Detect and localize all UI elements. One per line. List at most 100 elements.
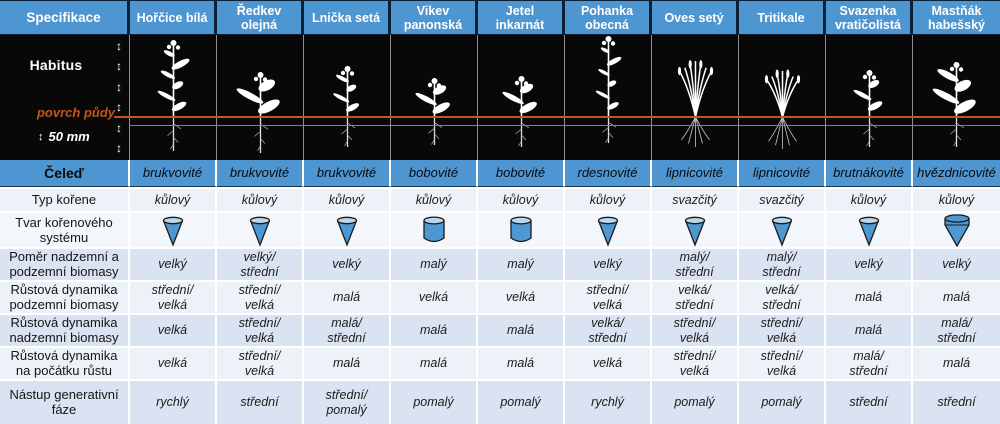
vertical-scale-arrows-icon: ↕ ↕ ↕ ↕ ↕ ↕ — [116, 40, 122, 154]
cell-nastup-generativni-faze-5: pomalý — [478, 379, 565, 424]
cell-typ-korene-4: kůlový — [391, 187, 478, 211]
depth-arrow-icon: ↕ — [38, 130, 44, 143]
row-dynamika-pocatek-rustu: Růstová dynamika na počátku růstu velká st… — [0, 346, 1000, 379]
plant-header-9: Svazenka vratičolistá — [826, 0, 913, 35]
cell-dynamika-nadzemni-biomasy-8: střední/ velká — [739, 313, 826, 346]
cell-celed-1: brukvovité — [130, 160, 217, 187]
plant-header-1: Hořčice bílá — [130, 0, 217, 35]
plant-silhouette-9-icon — [826, 35, 913, 160]
root-shape-cylinder-icon — [478, 211, 565, 248]
cell-typ-korene-6: kůlový — [565, 187, 652, 211]
plant-silhouette-3-icon — [304, 35, 391, 160]
plant-header-6: Pohanka obecná — [565, 0, 652, 35]
cell-celed-10: hvězdnicovité — [913, 160, 1000, 187]
cell-celed-6: rdesnovité — [565, 160, 652, 187]
row-dynamika-podzemni-biomasy: Růstová dynamika podzemní biomasy střední… — [0, 280, 1000, 313]
cell-celed-5: bobovité — [478, 160, 565, 187]
cell-nastup-generativni-faze-1: rychlý — [130, 379, 217, 424]
plant-header-2: Ředkev olejná — [217, 0, 304, 35]
habitus-row: Habitus ↕ ↕ ↕ ↕ ↕ ↕ povrch půdy ↕ 50 mm — [0, 35, 1000, 160]
cell-celed-2: brukvovité — [217, 160, 304, 187]
cell-dynamika-podzemni-biomasy-7: velká/ střední — [652, 280, 739, 313]
cell-pomer-biomasy-1: velký — [130, 247, 217, 280]
cell-celed-3: brukvovité — [304, 160, 391, 187]
cell-dynamika-pocatek-rustu-5: malá — [478, 346, 565, 379]
row-label-dynamika-nadzemni-biomasy: Růstová dynamika nadzemní biomasy — [0, 313, 130, 346]
row-celed: Čeleď brukvovité brukvovité brukvovité bobov… — [0, 160, 1000, 187]
cell-dynamika-pocatek-rustu-10: malá — [913, 346, 1000, 379]
soil-surface-line — [114, 116, 1000, 118]
soil-surface-label: povrch půdy — [36, 105, 115, 120]
cell-pomer-biomasy-10: velký — [913, 247, 1000, 280]
scale-arrow-icon: ↕ — [116, 59, 122, 74]
plant-silhouette-5-icon — [478, 35, 565, 160]
cell-dynamika-pocatek-rustu-8: střední/ velká — [739, 346, 826, 379]
cell-dynamika-nadzemni-biomasy-1: velká — [130, 313, 217, 346]
cell-nastup-generativni-faze-9: střední — [826, 379, 913, 424]
cell-typ-korene-3: kůlový — [304, 187, 391, 211]
cell-dynamika-nadzemni-biomasy-2: střední/ velká — [217, 313, 304, 346]
habitus-label: Habitus — [29, 57, 83, 73]
cell-dynamika-podzemni-biomasy-9: malá — [826, 280, 913, 313]
cell-dynamika-podzemni-biomasy-10: malá — [913, 280, 1000, 313]
root-shape-cylinder-icon — [391, 211, 478, 248]
cell-dynamika-podzemni-biomasy-3: malá — [304, 280, 391, 313]
row-dynamika-nadzemni-biomasy: Růstová dynamika nadzemní biomasy velká st… — [0, 313, 1000, 346]
cell-dynamika-pocatek-rustu-6: velká — [565, 346, 652, 379]
cell-dynamika-podzemni-biomasy-2: střední/ velká — [217, 280, 304, 313]
cell-dynamika-pocatek-rustu-4: malá — [391, 346, 478, 379]
plant-header-10: Mastňák habešský — [913, 0, 1000, 35]
row-label-nastup-generativni-faze: Nástup generativní fáze — [0, 379, 130, 424]
cell-typ-korene-10: kůlový — [913, 187, 1000, 211]
root-shape-cone-icon — [304, 211, 391, 248]
cell-dynamika-podzemni-biomasy-8: velká/ střední — [739, 280, 826, 313]
cell-typ-korene-1: kůlový — [130, 187, 217, 211]
cell-dynamika-nadzemni-biomasy-7: střední/ velká — [652, 313, 739, 346]
root-shape-cone-icon — [826, 211, 913, 248]
cell-celed-7: lipnicovité — [652, 160, 739, 187]
root-shape-cone-wide-icon — [913, 211, 1000, 248]
spec-header: Specifikace — [0, 0, 130, 35]
cell-pomer-biomasy-8: malý/ střední — [739, 247, 826, 280]
plant-silhouette-8-icon — [739, 35, 826, 160]
cell-typ-korene-2: kůlový — [217, 187, 304, 211]
row-label-celed: Čeleď — [0, 160, 130, 187]
row-label-typ-korene: Typ kořene — [0, 187, 130, 211]
cell-dynamika-nadzemni-biomasy-3: malá/ střední — [304, 313, 391, 346]
cell-nastup-generativni-faze-6: rychlý — [565, 379, 652, 424]
plant-header-7: Oves setý — [652, 0, 739, 35]
header-row: Specifikace Hořčice bílá Ředkev olejná Lni… — [0, 0, 1000, 35]
cell-pomer-biomasy-5: malý — [478, 247, 565, 280]
cell-nastup-generativni-faze-3: střední/ pomalý — [304, 379, 391, 424]
cell-dynamika-pocatek-rustu-3: malá — [304, 346, 391, 379]
plant-silhouette-1-icon — [130, 35, 217, 160]
scale-arrow-icon: ↕ — [116, 39, 122, 53]
scale-arrow-icon: ↕ — [116, 140, 122, 155]
cell-dynamika-pocatek-rustu-1: velká — [130, 346, 217, 379]
cell-nastup-generativni-faze-4: pomalý — [391, 379, 478, 424]
row-label-tvar-korenoveho-systemu: Tvar kořenového systému — [0, 211, 130, 248]
cell-typ-korene-7: svazčitý — [652, 187, 739, 211]
cell-nastup-generativni-faze-8: pomalý — [739, 379, 826, 424]
cell-dynamika-pocatek-rustu-2: střední/ velká — [217, 346, 304, 379]
plant-header-3: Lnička setá — [304, 0, 391, 35]
cell-dynamika-nadzemni-biomasy-4: malá — [391, 313, 478, 346]
row-tvar-korenoveho-systemu: Tvar kořenového systému — [0, 211, 1000, 248]
cell-pomer-biomasy-4: malý — [391, 247, 478, 280]
cell-nastup-generativni-faze-2: střední — [217, 379, 304, 424]
cell-dynamika-pocatek-rustu-7: střední/ velká — [652, 346, 739, 379]
cell-typ-korene-8: svazčitý — [739, 187, 826, 211]
root-shape-cone-icon — [217, 211, 304, 248]
cell-dynamika-podzemni-biomasy-5: velká — [478, 280, 565, 313]
row-nastup-generativni-faze: Nástup generativní fáze rychlý střední stře… — [0, 379, 1000, 424]
cell-dynamika-nadzemni-biomasy-10: malá/ střední — [913, 313, 1000, 346]
depth-label-block: ↕ 50 mm — [38, 129, 90, 144]
cell-dynamika-nadzemni-biomasy-6: velká/ střední — [565, 313, 652, 346]
row-typ-korene: Typ kořene kůlový kůlový kůlový kůlový kůlový… — [0, 187, 1000, 211]
scale-arrow-icon: ↕ — [116, 100, 122, 115]
depth-label: 50 mm — [48, 129, 90, 144]
plant-silhouette-2-icon — [217, 35, 304, 160]
root-shape-cone-icon — [739, 211, 826, 248]
plant-header-8: Tritikale — [739, 0, 826, 35]
cell-typ-korene-9: kůlový — [826, 187, 913, 211]
